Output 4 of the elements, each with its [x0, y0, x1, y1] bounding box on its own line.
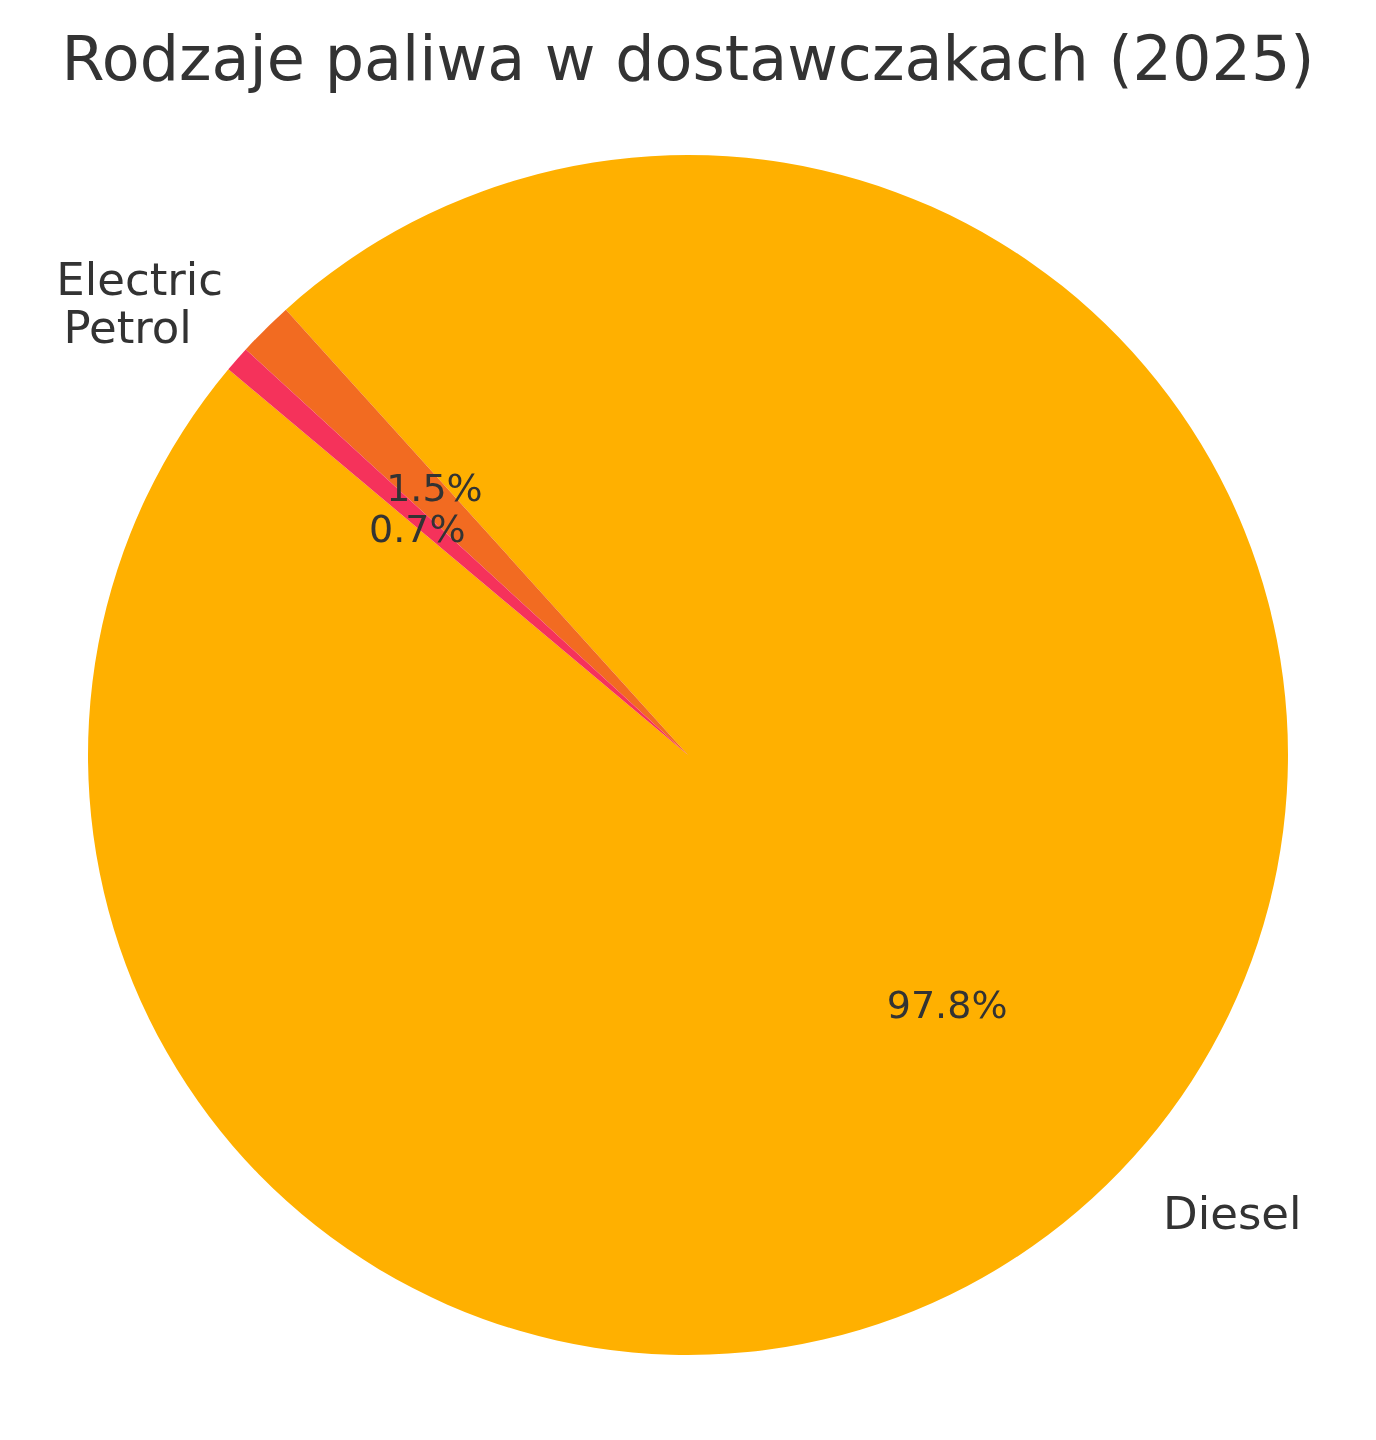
slice-label: Diesel — [1163, 1186, 1302, 1240]
data-label: 1.5% — [386, 466, 483, 511]
data-label: 97.8% — [886, 982, 1008, 1027]
chart-title: Rodzaje paliwa w dostawczakach (2025) — [60, 22, 1316, 95]
